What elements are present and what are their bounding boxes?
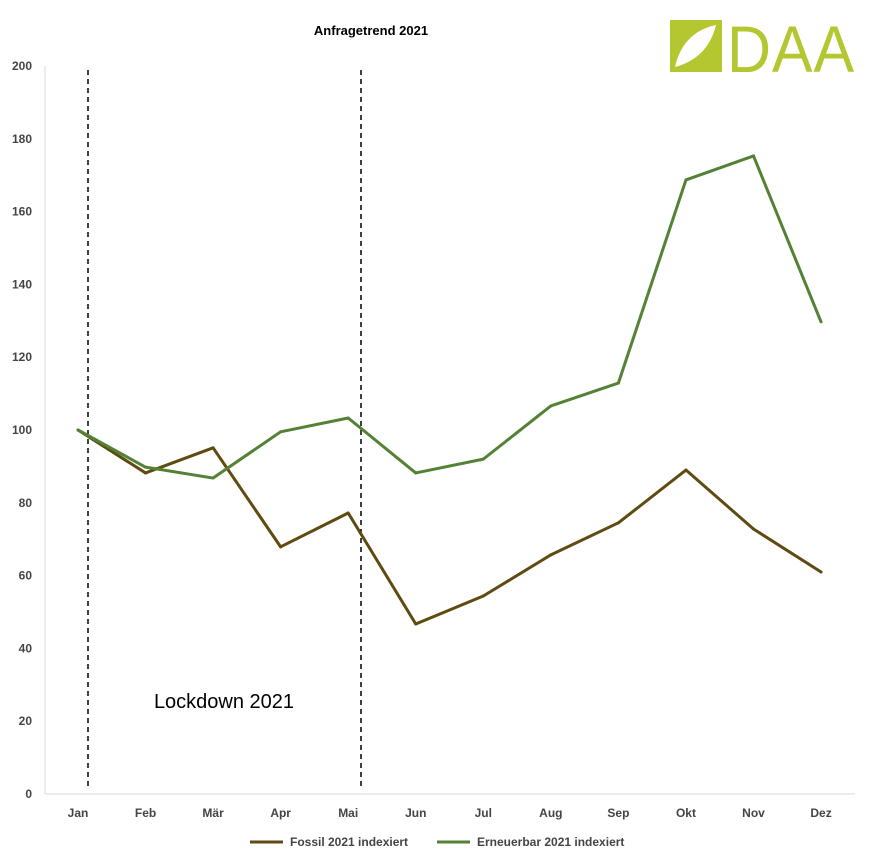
x-tick-label: Sep	[607, 806, 629, 820]
data-point	[819, 320, 823, 324]
y-tick-label: 0	[25, 787, 32, 801]
data-point	[752, 527, 755, 531]
legend-label: Fossil 2021 indexiert	[290, 835, 408, 849]
svg-text:DAA: DAA	[727, 12, 855, 86]
x-tick-label: Feb	[135, 806, 156, 820]
y-tick-label: 200	[12, 59, 32, 73]
data-point	[211, 446, 215, 450]
data-point	[144, 465, 148, 469]
data-point	[549, 404, 553, 408]
data-point	[752, 154, 755, 158]
chart-title: Anfragetrend 2021	[314, 23, 428, 38]
x-tick-label: Mär	[202, 806, 224, 820]
y-tick-label: 60	[19, 569, 33, 583]
x-tick-label: Mai	[338, 806, 358, 820]
series-line-fossil	[77, 428, 822, 626]
data-point	[346, 416, 350, 420]
series-group	[76, 154, 823, 626]
y-tick-label: 80	[19, 496, 33, 510]
y-axis: 0 20 40 60 80 100 120 140 160 180 200	[12, 59, 46, 801]
data-point	[819, 570, 823, 574]
legend: Fossil 2021 indexiert Erneuerbar 2021 ind…	[250, 835, 624, 849]
data-point	[549, 553, 553, 557]
leaf-logo-icon	[670, 20, 722, 72]
data-point	[481, 457, 485, 461]
x-tick-label: Aug	[539, 806, 562, 820]
series-line-erneuerbar	[77, 154, 823, 480]
y-tick-label: 20	[19, 714, 33, 728]
x-tick-label: Okt	[676, 806, 696, 820]
data-point	[616, 521, 620, 525]
data-point	[481, 594, 485, 598]
data-point	[346, 511, 350, 515]
y-tick-label: 120	[12, 350, 32, 364]
x-tick-label: Dez	[810, 806, 831, 820]
data-point	[616, 381, 620, 385]
daa-logo: DAA	[670, 12, 855, 86]
x-tick-label: Jan	[68, 806, 89, 820]
data-point	[684, 468, 688, 472]
lockdown-label: Lockdown 2021	[154, 691, 294, 713]
y-tick-label: 180	[12, 132, 32, 146]
x-tick-label: Jun	[405, 806, 426, 820]
legend-label: Erneuerbar 2021 indexiert	[477, 835, 624, 849]
data-point	[76, 428, 80, 432]
data-point	[279, 545, 283, 549]
y-tick-label: 140	[12, 277, 32, 291]
y-tick-label: 40	[19, 641, 33, 655]
data-point	[414, 471, 418, 475]
x-tick-label: Nov	[742, 806, 765, 820]
data-point	[414, 622, 418, 626]
x-tick-label: Apr	[270, 806, 291, 820]
data-point	[279, 430, 283, 434]
y-tick-label: 160	[12, 205, 32, 219]
lockdown-annotation: Lockdown 2021	[87, 70, 362, 786]
data-point	[211, 476, 215, 480]
x-tick-label: Jul	[475, 806, 492, 820]
y-tick-label: 100	[12, 423, 32, 437]
data-point	[684, 178, 688, 182]
data-point	[144, 471, 148, 475]
x-axis: Jan Feb Mär Apr Mai Jun Jul Aug Sep Okt Nov Dez	[45, 793, 855, 820]
